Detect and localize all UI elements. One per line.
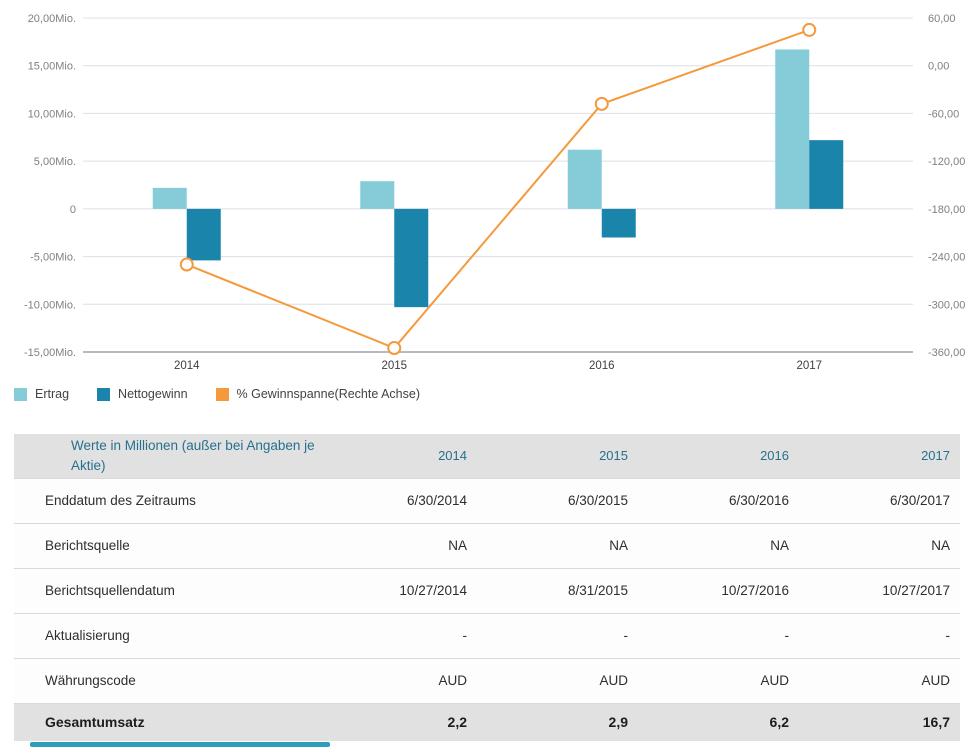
legend-label: % Gewinnspanne(Rechte Achse) — [236, 387, 420, 401]
table-cell-value: NA — [638, 522, 799, 568]
table-cell-label: Enddatum des Zeitraums — [14, 477, 316, 523]
table-cell-label: Berichtsquellendatum — [14, 567, 316, 613]
bar-ertrag — [775, 49, 810, 209]
right-axis-tick-label: 60,00 — [928, 13, 956, 25]
table-cell-value: 10/27/2017 — [799, 567, 960, 613]
chart-legend: Ertrag Nettogewinn % Gewinnspanne(Rechte A… — [14, 387, 420, 401]
bar-nettogewinn — [186, 208, 221, 261]
table-cell-value: AUD — [799, 657, 960, 703]
table-cell-value: 10/27/2016 — [638, 567, 799, 613]
legend-swatch — [97, 387, 111, 401]
bar-ertrag — [360, 181, 395, 209]
chart-canvas: 20,00Mio. 60,00 15,00Mio. 0,00 10,00Mio. -60,… — [24, 13, 965, 372]
right-axis-tick-label: 0,00 — [928, 61, 949, 73]
right-axis-tick-label: -180,00 — [928, 204, 965, 216]
horizontal-scrollbar-thumb[interactable] — [30, 742, 330, 747]
table-header-year-2015: 2015 — [477, 434, 638, 478]
combo-chart: 20,00Mio. 60,00 15,00Mio. 0,00 10,00Mio. -60,… — [24, 13, 965, 372]
table-row: Berichtsquellendatum 10/27/2014 8/31/2015 1… — [14, 567, 960, 613]
legend-swatch — [215, 387, 229, 401]
bar-nettogewinn — [394, 208, 429, 308]
right-axis-tick-label: -360,00 — [928, 347, 965, 359]
line-marker — [387, 341, 402, 356]
table-row: Enddatum des Zeitraums 6/30/2014 6/30/2015… — [14, 477, 960, 523]
right-axis-tick-label: -240,00 — [928, 252, 965, 264]
table-cell-value: NA — [316, 522, 477, 568]
table-cell-value: - — [316, 612, 477, 658]
table-cell-value: NA — [477, 522, 638, 568]
table-row: Währungscode AUD AUD AUD AUD — [14, 657, 960, 703]
line-marker — [179, 257, 194, 272]
table-cell-value: AUD — [638, 657, 799, 703]
table-cell-value: 10/27/2014 — [316, 567, 477, 613]
legend-item-2[interactable]: % Gewinnspanne(Rechte Achse) — [215, 387, 420, 401]
table-cell-value: 2,2 — [316, 702, 477, 741]
left-axis-tick-label: -5,00Mio. — [30, 252, 76, 264]
left-axis-tick-label: -15,00Mio. — [24, 347, 76, 359]
table-cell-value: 6/30/2017 — [799, 477, 960, 523]
right-axis-tick-label: -300,00 — [928, 299, 965, 311]
table-cell-value: 8/31/2015 — [477, 567, 638, 613]
margin-line — [186, 28, 810, 350]
table-cell-value: - — [638, 612, 799, 658]
table-cell-value: 16,7 — [799, 702, 960, 741]
bar-nettogewinn — [809, 140, 844, 209]
legend-item-0[interactable]: Ertrag — [14, 387, 69, 401]
line-marker — [802, 22, 817, 37]
x-axis-label: 2016 — [589, 360, 615, 372]
table-header-year-2017: 2017 — [799, 434, 960, 478]
table-cell-value: NA — [799, 522, 960, 568]
table-header-year-2014: 2014 — [316, 434, 477, 478]
table-cell-label: Aktualisierung — [14, 612, 316, 658]
table-cell-label: Gesamtumsatz — [14, 702, 316, 741]
line-marker — [594, 96, 609, 111]
legend-item-1[interactable]: Nettogewinn — [97, 387, 188, 401]
table-header-year-2016: 2016 — [638, 434, 799, 478]
right-axis-tick-label: -120,00 — [928, 156, 965, 168]
left-axis-tick-label: 5,00Mio. — [34, 156, 76, 168]
left-axis-tick-label: 0 — [70, 204, 76, 216]
table-cell-value: 6,2 — [638, 702, 799, 741]
table-cell-value: 6/30/2015 — [477, 477, 638, 523]
table-row: Aktualisierung - - - - — [14, 612, 960, 658]
table-cell-value: 2,9 — [477, 702, 638, 741]
left-axis-tick-label: 10,00Mio. — [28, 108, 76, 120]
table-cell-value: AUD — [477, 657, 638, 703]
table-cell-value: 6/30/2014 — [316, 477, 477, 523]
table-cell-label: Berichtsquelle — [14, 522, 316, 568]
financial-table: Werte in Millionen (außer bei Angaben je… — [14, 434, 960, 741]
x-axis-label: 2014 — [174, 360, 200, 372]
right-axis-tick-label: -60,00 — [928, 108, 959, 120]
bar-nettogewinn — [601, 208, 636, 238]
table-row: Gesamtumsatz 2,2 2,9 6,2 16,7 — [14, 702, 960, 741]
legend-label: Ertrag — [35, 387, 70, 401]
bar-ertrag — [152, 187, 187, 209]
x-axis-label: 2017 — [796, 360, 822, 372]
table-cell-value: 6/30/2016 — [638, 477, 799, 523]
table-cell-value: - — [799, 612, 960, 658]
left-axis-tick-label: 15,00Mio. — [28, 61, 76, 73]
legend-swatch — [14, 387, 27, 401]
table-cell-label: Währungscode — [14, 657, 316, 703]
legend-label: Nettogewinn — [118, 387, 188, 401]
bar-ertrag — [567, 149, 602, 209]
table-header-row: Werte in Millionen (außer bei Angaben je… — [14, 434, 960, 478]
table-header-label: Werte in Millionen (außer bei Angaben je… — [14, 434, 316, 478]
table-cell-value: AUD — [316, 657, 477, 703]
left-axis-tick-label: 20,00Mio. — [28, 13, 76, 25]
table-cell-value: - — [477, 612, 638, 658]
left-axis-tick-label: -10,00Mio. — [24, 299, 76, 311]
x-axis-label: 2015 — [381, 360, 407, 372]
table-row: Berichtsquelle NA NA NA NA — [14, 522, 960, 568]
